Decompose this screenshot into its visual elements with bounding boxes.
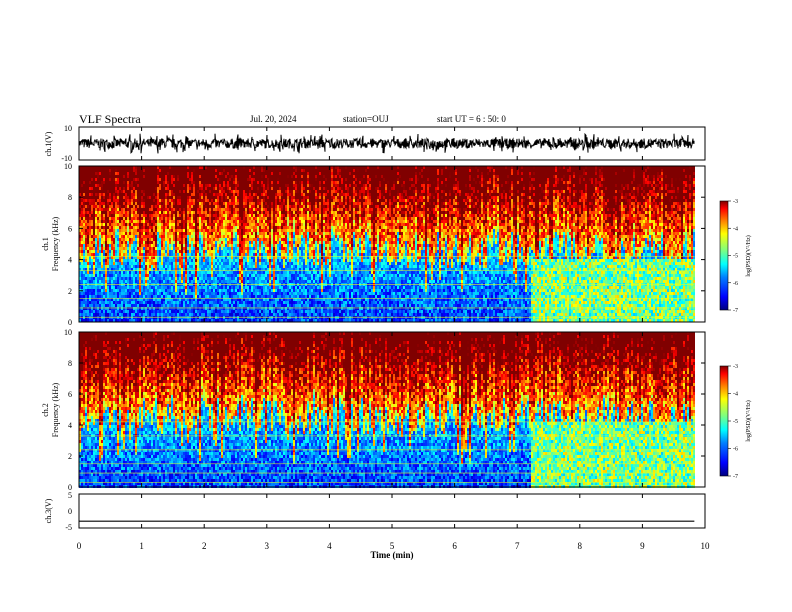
spec1-ytick: 6: [68, 224, 72, 233]
ch1-ylabel: ch.1(V): [44, 131, 53, 156]
x-tick-label: 8: [578, 541, 583, 551]
ch1-waveform-panel: 10 -10 ch.1(V): [44, 124, 705, 163]
spec1-ytick: 2: [68, 287, 72, 296]
ch2-colorbar-ticks: -3 -4 -5 -6 -7: [728, 364, 738, 480]
ch1-ylabel-freq: Frequency (kHz): [51, 216, 60, 271]
ch1-spectrogram-image: [79, 166, 695, 322]
x-tick-label: 2: [202, 541, 207, 551]
ch3-ylabel: ch.3(V): [44, 498, 53, 523]
ch2-ylabel-ch: ch.2: [41, 403, 50, 417]
x-tick-label: 1: [139, 541, 144, 551]
cb1-label: -5: [733, 254, 738, 260]
x-tick-label: 4: [327, 541, 332, 551]
spec2-ytick: 4: [68, 421, 72, 430]
ch1-colorbar-ticks: -3 -4 -5 -6 -7: [728, 199, 738, 314]
x-tick-label: 3: [265, 541, 270, 551]
ch3-waveform-panel: 5 0 -5 ch.3(V): [44, 491, 705, 532]
cb2-label: -3: [733, 364, 738, 370]
cb1-label: -6: [733, 281, 738, 287]
cb2-label: -5: [733, 419, 738, 425]
ch3-ytick-mid: 0: [68, 507, 72, 516]
ch3-ytick-top: 5: [68, 491, 72, 500]
spec1-ytick: 10: [64, 162, 72, 171]
x-tick-label: 10: [701, 541, 711, 551]
ch2-colorbar-label: log(PSD)(V²/Hz): [745, 400, 752, 441]
ch2-ylabel-freq: Frequency (kHz): [51, 382, 60, 437]
spec2-ytick: 6: [68, 390, 72, 399]
ch1-colorbar: [720, 201, 728, 310]
ch1-ytick-top: 10: [64, 124, 72, 133]
spec2-ytick: 2: [68, 452, 72, 461]
spec1-ytick: 8: [68, 193, 72, 202]
cb2-label: -6: [733, 447, 738, 453]
x-axis-label: Time (min): [370, 550, 413, 560]
ch2-spectrogram-image: [79, 332, 695, 488]
spec1-ytick: 4: [68, 256, 72, 265]
x-tick-label: 0: [77, 541, 82, 551]
ch3-ytick-bottom: -5: [65, 523, 72, 532]
ch1-ylabel-ch: ch.1: [41, 237, 50, 251]
ch2-colorbar: [720, 366, 728, 476]
spec2-ytick: 10: [64, 328, 72, 337]
x-tick-label: 6: [452, 541, 457, 551]
cb1-label: -3: [733, 199, 738, 205]
x-tick-label: 7: [515, 541, 520, 551]
x-tick-label: 9: [640, 541, 645, 551]
ch1-colorbar-label: log(PSD)(V²/Hz): [745, 235, 752, 276]
spec2-ytick: 8: [68, 359, 72, 368]
cb1-label: -7: [733, 308, 738, 314]
spec1-ytick: 0: [68, 318, 72, 327]
cb2-label: -7: [733, 474, 738, 480]
cb2-label: -4: [733, 392, 738, 398]
cb1-label: -4: [733, 226, 738, 232]
